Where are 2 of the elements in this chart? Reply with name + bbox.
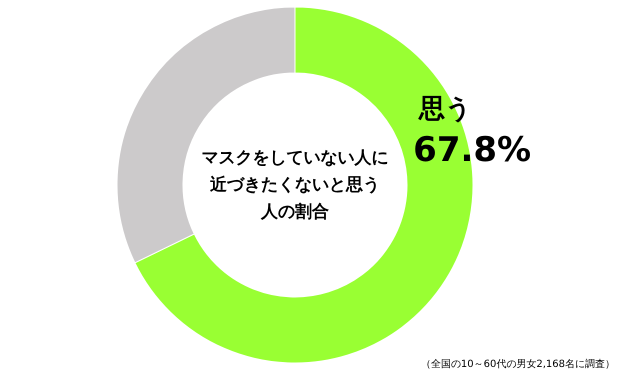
text: マスクをしていない人に近づきたくないと思う人の割合 — [202, 148, 388, 222]
text: （全国の10～60代の男女2,168名に調査） — [420, 358, 615, 370]
